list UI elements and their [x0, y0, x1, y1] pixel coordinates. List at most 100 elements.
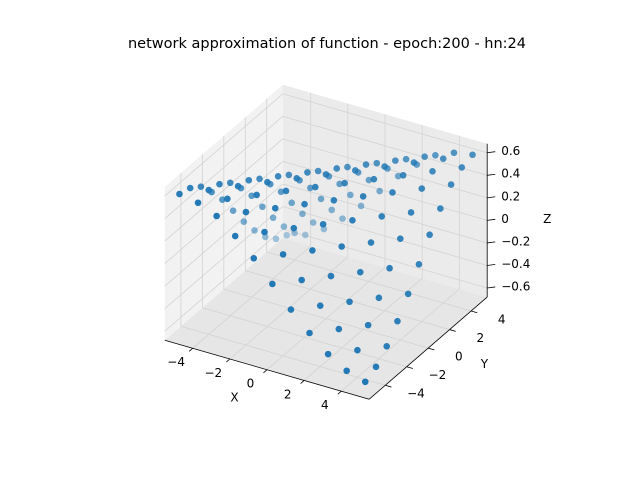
z-tick-label: 0 — [501, 212, 509, 226]
tick-mark — [449, 329, 456, 332]
grid-line — [202, 307, 407, 368]
x-axis-label: X — [230, 390, 238, 404]
data-point — [306, 329, 313, 337]
data-point — [306, 184, 314, 192]
data-point — [248, 192, 255, 200]
data-point — [251, 227, 258, 234]
data-point — [361, 378, 369, 386]
x-tick-label: −4 — [167, 355, 185, 369]
data-point — [333, 165, 341, 172]
data-point — [347, 191, 354, 199]
data-point — [324, 350, 332, 358]
data-point — [397, 235, 404, 242]
data-point — [370, 175, 378, 183]
data-point — [245, 176, 253, 184]
data-point — [349, 217, 356, 224]
data-point — [229, 207, 237, 214]
data-point — [316, 302, 324, 309]
z-tick-label: −0.4 — [501, 257, 530, 271]
data-point — [304, 169, 311, 176]
y-tick-label: −2 — [429, 368, 447, 382]
grid-line — [164, 116, 284, 219]
data-point — [274, 173, 282, 180]
data-point — [242, 208, 250, 216]
data-point — [186, 184, 194, 192]
grid-line — [266, 251, 472, 312]
tick-mark — [385, 384, 392, 388]
grid-line — [164, 138, 284, 242]
data-point — [285, 171, 293, 179]
data-point — [447, 181, 455, 188]
data-point — [356, 268, 364, 276]
data-point — [256, 175, 263, 183]
data-point — [364, 321, 372, 329]
data-point — [234, 182, 242, 190]
data-point — [365, 176, 373, 184]
data-point — [226, 179, 234, 187]
grid-line — [164, 93, 284, 197]
tick-mark — [487, 218, 496, 221]
data-point — [432, 151, 439, 159]
data-point — [386, 264, 393, 272]
grid-line — [223, 288, 429, 349]
data-point — [240, 218, 248, 225]
data-point — [301, 200, 308, 208]
chart-title: network approximation of function - epoc… — [128, 36, 526, 52]
z-tick-label: 0.4 — [501, 167, 520, 181]
data-point — [264, 178, 271, 186]
z-tick-label: −0.6 — [501, 279, 530, 293]
data-point — [469, 151, 476, 159]
grid-line — [164, 228, 284, 332]
y-tick-label: −4 — [407, 387, 425, 401]
tick-mark — [300, 380, 305, 384]
data-point — [389, 189, 396, 196]
data-point — [282, 187, 290, 195]
data-point — [269, 214, 277, 222]
tick-mark — [263, 369, 268, 374]
y-axis-label: Y — [480, 357, 489, 371]
data-point — [421, 153, 428, 160]
data-point — [394, 317, 401, 325]
tick-mark — [188, 347, 193, 352]
x-tick-label: 4 — [321, 398, 329, 412]
data-point — [399, 171, 407, 179]
data-point — [261, 228, 268, 236]
data-point — [250, 254, 258, 262]
data-point — [317, 195, 325, 203]
x-tick-label: 0 — [247, 377, 255, 391]
grid-line — [164, 161, 284, 264]
data-point — [458, 164, 466, 171]
data-point — [402, 155, 410, 163]
data-point — [339, 215, 346, 222]
z-axis-label: Z — [543, 212, 551, 226]
tick-mark — [337, 390, 342, 395]
tick-mark — [487, 151, 496, 154]
data-point — [338, 243, 346, 250]
data-point — [330, 196, 338, 204]
y-tick-label: 0 — [455, 349, 463, 363]
data-point — [322, 171, 330, 178]
tick-mark — [406, 366, 413, 369]
data-point — [288, 199, 296, 207]
y-tick-label: 4 — [498, 312, 506, 326]
data-point — [381, 163, 388, 170]
data-point — [299, 210, 306, 218]
x-axis — [164, 339, 370, 400]
data-point — [319, 220, 327, 228]
data-point — [253, 191, 260, 199]
data-point — [328, 206, 336, 214]
data-point — [407, 209, 415, 216]
data-point — [231, 232, 239, 240]
data-point — [197, 183, 205, 190]
data-point — [277, 188, 285, 196]
tick-mark — [487, 196, 496, 199]
z-tick-label: 0.2 — [501, 189, 520, 203]
x-tick-label: 2 — [284, 387, 292, 401]
data-point — [298, 276, 305, 284]
data-point — [357, 202, 365, 210]
data-point — [437, 205, 444, 212]
x-tick-label: −2 — [204, 366, 222, 380]
data-point — [415, 261, 423, 268]
tick-mark — [428, 347, 435, 351]
